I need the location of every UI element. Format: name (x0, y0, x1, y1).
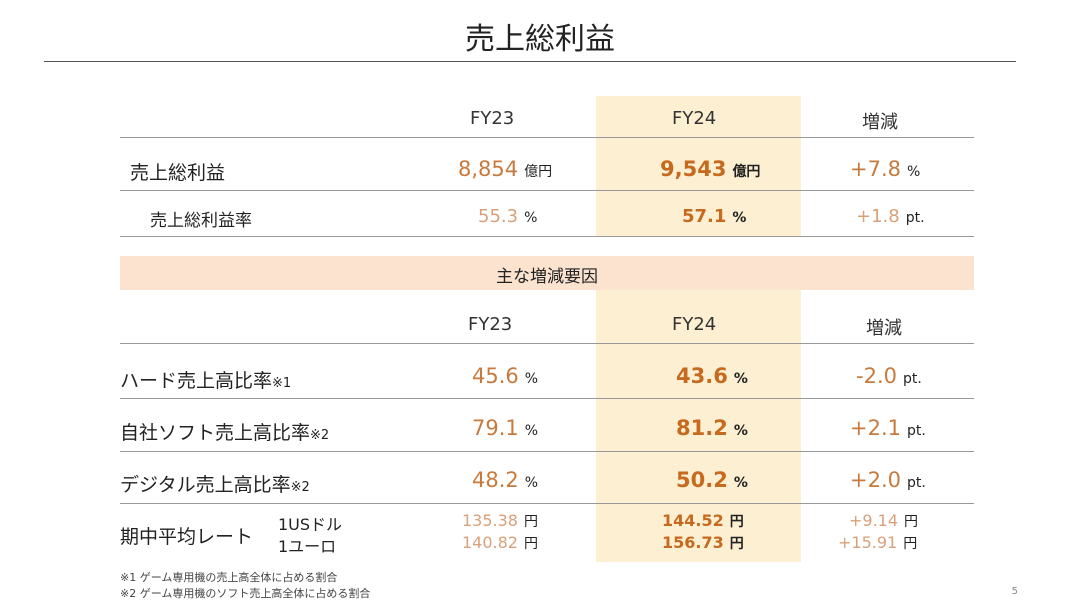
fy24-highlight-top (596, 96, 801, 236)
row-label-gross-profit: 売上総利益 (130, 162, 226, 184)
usd-rate-fy24: 144.52 円 (662, 511, 744, 530)
section-band (120, 256, 974, 290)
rate-currency-eur: 1ユーロ (278, 537, 337, 556)
hardware-ratio-fy23: 45.6% (472, 364, 539, 388)
digital-ratio-fy23: 48.2% (472, 468, 539, 492)
gross-margin-fy24: 57.1% (682, 206, 747, 227)
row-label-first-party-software-ratio: 自社ソフト売上高比率※2 (120, 422, 330, 444)
digital-ratio-diff: +2.0 pt. (850, 468, 926, 492)
page-number: 5 (1011, 586, 1018, 597)
factors-header-diff: 増減 (866, 318, 902, 339)
gross-margin-diff: +1.8 pt. (856, 206, 925, 227)
header-fy23: FY23 (470, 108, 515, 129)
usd-rate-diff: +9.14 円 (849, 511, 919, 530)
row-label-hardware-ratio: ハード売上高比率※1 (120, 370, 292, 392)
first-party-software-ratio-fy23: 79.1% (472, 416, 539, 440)
gross-margin-fy23: 55.3% (478, 206, 538, 227)
divider (120, 343, 974, 344)
gross-profit-diff: +7.8% (850, 157, 921, 181)
section-title: 主な増減要因 (496, 267, 598, 287)
eur-rate-fy23: 140.82 円 (462, 533, 538, 552)
divider (120, 190, 974, 191)
eur-rate-diff: +15.91 円 (838, 533, 918, 552)
header-diff: 増減 (862, 112, 898, 133)
first-party-software-ratio-fy24: 81.2% (676, 416, 748, 440)
gross-profit-fy24: 9,543 億円 (660, 157, 761, 181)
footnote-2: ※2 ゲーム専用機のソフト売上高全体に占める割合 (120, 587, 371, 600)
row-label-average-rate: 期中平均レート (120, 526, 254, 548)
row-label-digital-ratio: デジタル売上高比率※2 (120, 474, 310, 496)
eur-rate-fy24: 156.73 円 (662, 533, 744, 552)
slide-title: 売上総利益 (465, 22, 615, 57)
hardware-ratio-fy24: 43.6% (676, 364, 748, 388)
footnote-1: ※1 ゲーム専用機の売上高全体に占める割合 (120, 571, 338, 584)
divider (120, 398, 974, 399)
usd-rate-fy23: 135.38 円 (462, 511, 538, 530)
factors-header-fy24: FY24 (672, 314, 717, 335)
divider (120, 451, 974, 452)
divider (120, 236, 974, 237)
factors-header-fy23: FY23 (468, 314, 513, 335)
title-underline (44, 61, 1016, 62)
divider (120, 503, 974, 504)
row-label-gross-margin: 売上総利益率 (150, 211, 252, 231)
header-fy24: FY24 (672, 108, 717, 129)
rate-currency-usd: 1USドル (278, 515, 343, 534)
digital-ratio-fy24: 50.2% (676, 468, 748, 492)
divider (120, 137, 974, 138)
first-party-software-ratio-diff: +2.1 pt. (850, 416, 926, 440)
fy24-highlight-bottom (596, 290, 801, 562)
gross-profit-fy23: 8,854 億円 (458, 157, 553, 181)
hardware-ratio-diff: -2.0 pt. (856, 364, 922, 388)
